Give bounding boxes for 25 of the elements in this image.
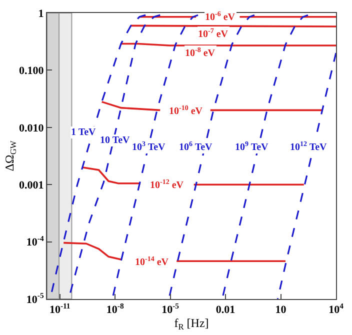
y-tick-label: 0.010 [19,122,44,134]
x-axis-title: f$_{R}$ [Hz] [174,316,209,332]
x-tick-label: 10 [275,304,287,316]
annotation: 10$^{12}$ TeV [290,140,328,154]
x-tick-label: 10$^{-11}$ [49,302,70,316]
annotation: 10$^{9}$ TeV [235,140,270,154]
y-tick-label: 0.100 [19,65,44,78]
x-tick-label: 10$^{-5}$ [162,302,180,316]
y-tick-label: 0.001 [19,179,44,192]
x-tick-label: 10$^{-8}$ [106,302,124,316]
x-tick-label: 10$^{4}$ [328,302,344,316]
annotation: 10$^{-10}$ eV [169,104,204,118]
y-tick-label: 10$^{-5}$ [26,291,44,306]
y-tick-label: 10$^{-4}$ [26,234,44,249]
annotation: 10$^{-12}$ eV [150,178,184,192]
x-tick-label: 0.01 [216,304,236,316]
annotation: 10$^{-7}$ eV [198,27,229,40]
annotation: 1 TeV [71,127,97,138]
annotation: 10$^{6}$ TeV [179,140,214,154]
annotation: 10$^{-14}$ eV [135,255,170,268]
annotation: 10$^{-6}$ eV [205,10,236,24]
annotation: 10$^{-8}$ eV [185,46,216,60]
annotation: 10$^{3}$ TeV [132,140,166,154]
annotation: 10 TeV [100,135,131,146]
y-tick-label: 1 [38,8,44,20]
